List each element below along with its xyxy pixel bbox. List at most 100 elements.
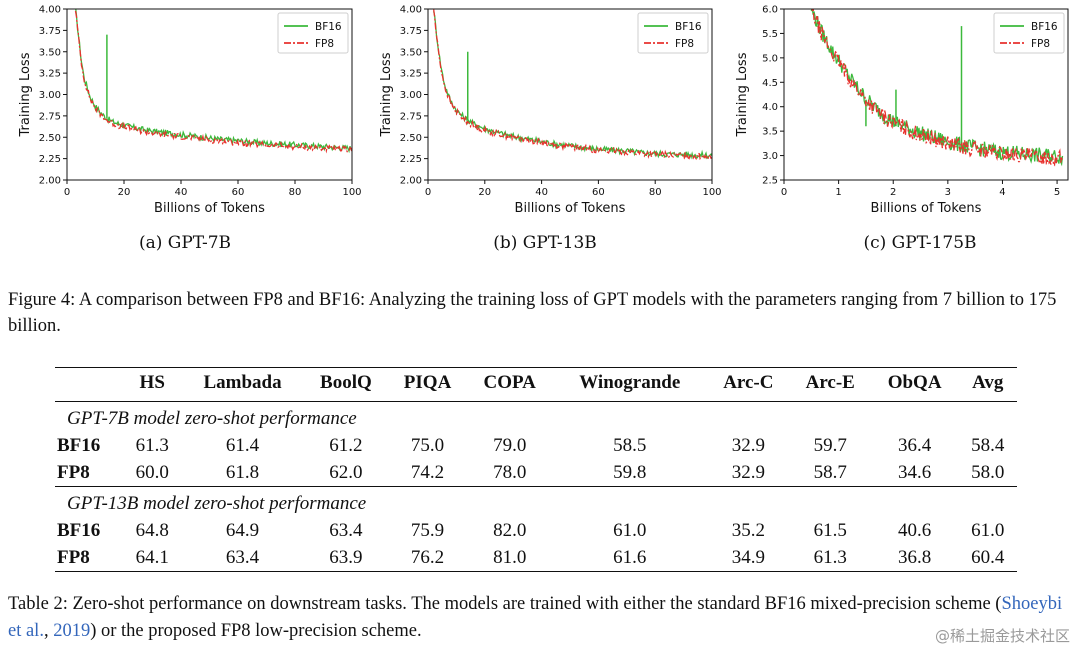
x-axis-label: Billions of Tokens xyxy=(871,201,982,216)
table-cell: 61.8 xyxy=(225,462,260,483)
table-row: FP8 64.1 63.4 63.9 76.2 81.0 61.6 34.9 61.3 36.8 6… xyxy=(55,544,1017,572)
plot-area xyxy=(810,9,1064,167)
y-tick-label: 3.50 xyxy=(400,47,422,58)
table-cell: 63.4 xyxy=(329,520,363,541)
y-tick-label: 3.0 xyxy=(762,151,778,162)
table-cell: 81.0 xyxy=(493,547,527,568)
x-tick-label: 2 xyxy=(890,187,896,198)
y-tick-label: 4.0 xyxy=(762,102,778,113)
y-tick-label: 3.00 xyxy=(400,90,422,101)
legend-box xyxy=(993,12,1065,54)
column-header: PIQA xyxy=(403,372,452,393)
legend-box xyxy=(277,12,349,54)
x-tick-label: 0 xyxy=(64,187,70,198)
y-tick-label: 3.5 xyxy=(762,127,778,138)
table-cell: 58.5 xyxy=(613,435,647,456)
y-tick-label: 3.50 xyxy=(39,47,61,58)
table-cell: 63.9 xyxy=(329,547,363,568)
y-tick-label: 3.25 xyxy=(39,69,61,80)
x-tick-label: 20 xyxy=(118,187,131,198)
table-caption-text: Table 2: Zero-shot performance on downst… xyxy=(8,594,1002,614)
y-tick-label: 2.5 xyxy=(762,176,778,187)
table-cell: 61.5 xyxy=(813,520,847,541)
y-tick-label: 5.0 xyxy=(762,53,778,64)
x-tick-label: 40 xyxy=(535,187,548,198)
x-tick-label: 40 xyxy=(175,187,188,198)
legend-label: FP8 xyxy=(1031,38,1050,50)
y-tick-label: 2.25 xyxy=(39,154,61,165)
subcaption-gpt-13b: (b) GPT-13B xyxy=(493,233,597,253)
citation-link[interactable]: Shoeybi et al. xyxy=(8,594,1063,641)
section-title: GPT-7B model zero-shot performance xyxy=(67,408,357,429)
y-tick-label: 2.00 xyxy=(400,176,422,187)
table-cell: 78.0 xyxy=(493,462,527,483)
table-cell: 34.9 xyxy=(731,547,765,568)
table-cell: 36.8 xyxy=(898,547,932,568)
section-title: GPT-13B model zero-shot performance xyxy=(67,493,367,514)
x-tick-label: 1 xyxy=(835,187,841,198)
table-cell: 58.0 xyxy=(971,462,1005,483)
row-label: FP8 xyxy=(57,462,90,483)
row-label: BF16 xyxy=(57,520,101,541)
y-axis-label: Training Loss xyxy=(379,52,394,137)
table-cell: 32.9 xyxy=(731,435,765,456)
legend-label: FP8 xyxy=(675,38,694,50)
table-row: BF16 61.3 61.4 61.2 75.0 79.0 58.5 32.9 59.7 36.4… xyxy=(55,432,1017,459)
table-cell: 59.8 xyxy=(613,462,647,483)
x-tick-label: 100 xyxy=(342,187,361,198)
column-header: HS xyxy=(139,372,165,393)
legend-label: BF16 xyxy=(675,21,702,33)
legend-label: FP8 xyxy=(315,38,334,50)
table-cell: 61.0 xyxy=(971,520,1005,541)
table-cell: 32.9 xyxy=(731,462,765,483)
x-tick-label: 60 xyxy=(232,187,245,198)
table-cell: 34.6 xyxy=(898,462,932,483)
y-tick-label: 2.00 xyxy=(39,176,61,187)
watermark: @稀土掘金技术社区 xyxy=(934,627,1070,645)
y-tick-label: 2.50 xyxy=(39,133,61,144)
citation-year-link[interactable]: 2019 xyxy=(53,621,91,641)
chart-gpt-7b: 0 20 40 60 80 100 2.00 2.25 2.50 2.75 3.00 3.25 3.50… xyxy=(18,5,362,217)
table-cell: 40.6 xyxy=(898,520,932,541)
row-label: BF16 xyxy=(57,435,101,456)
column-header: COPA xyxy=(483,372,536,393)
table-cell: 61.6 xyxy=(613,547,647,568)
plot-area xyxy=(433,9,712,161)
y-tick-label: 3.75 xyxy=(400,26,422,37)
y-tick-label: 6.0 xyxy=(762,5,778,16)
legend-box xyxy=(637,12,709,54)
y-tick-label: 2.50 xyxy=(400,133,422,144)
table-cell: 59.7 xyxy=(813,435,847,456)
table-cell: 61.3 xyxy=(813,547,847,568)
table-cell: 63.4 xyxy=(225,547,260,568)
y-tick-label: 3.25 xyxy=(400,69,422,80)
column-header: Lambada xyxy=(203,372,282,393)
table-cell: 79.0 xyxy=(493,435,527,456)
subcaption-gpt-175b: (c) GPT-175B xyxy=(863,233,977,253)
x-tick-label: 80 xyxy=(289,187,302,198)
x-tick-label: 4 xyxy=(999,187,1005,198)
results-table: HS Lambada BoolQ PIQA COPA Winogrande Arc-C Arc… xyxy=(55,367,1017,572)
table-corner-cell xyxy=(55,368,123,402)
table-cell: 61.0 xyxy=(613,520,647,541)
table-cell: 58.7 xyxy=(813,462,847,483)
table-cell: 75.0 xyxy=(410,435,445,456)
table-cell: 82.0 xyxy=(493,520,527,541)
row-label: FP8 xyxy=(57,547,90,568)
table-cell: 61.4 xyxy=(225,435,260,456)
table-cell: 64.1 xyxy=(135,547,169,568)
y-tick-label: 2.75 xyxy=(400,111,422,122)
table-cell: 36.4 xyxy=(898,435,932,456)
y-tick-label: 5.5 xyxy=(762,29,778,40)
table-cell: 61.2 xyxy=(329,435,363,456)
column-header: Arc-C xyxy=(723,372,774,393)
citation-separator: , xyxy=(43,621,54,641)
x-axis-label: Billions of Tokens xyxy=(515,201,626,216)
x-tick-label: 60 xyxy=(592,187,605,198)
table-cell: 58.4 xyxy=(971,435,1005,456)
series-line-fp8 xyxy=(811,9,1064,167)
table-cell: 74.2 xyxy=(410,462,445,483)
y-tick-label: 2.75 xyxy=(39,111,61,122)
y-tick-label: 4.00 xyxy=(39,5,61,16)
plot-area xyxy=(74,9,352,155)
